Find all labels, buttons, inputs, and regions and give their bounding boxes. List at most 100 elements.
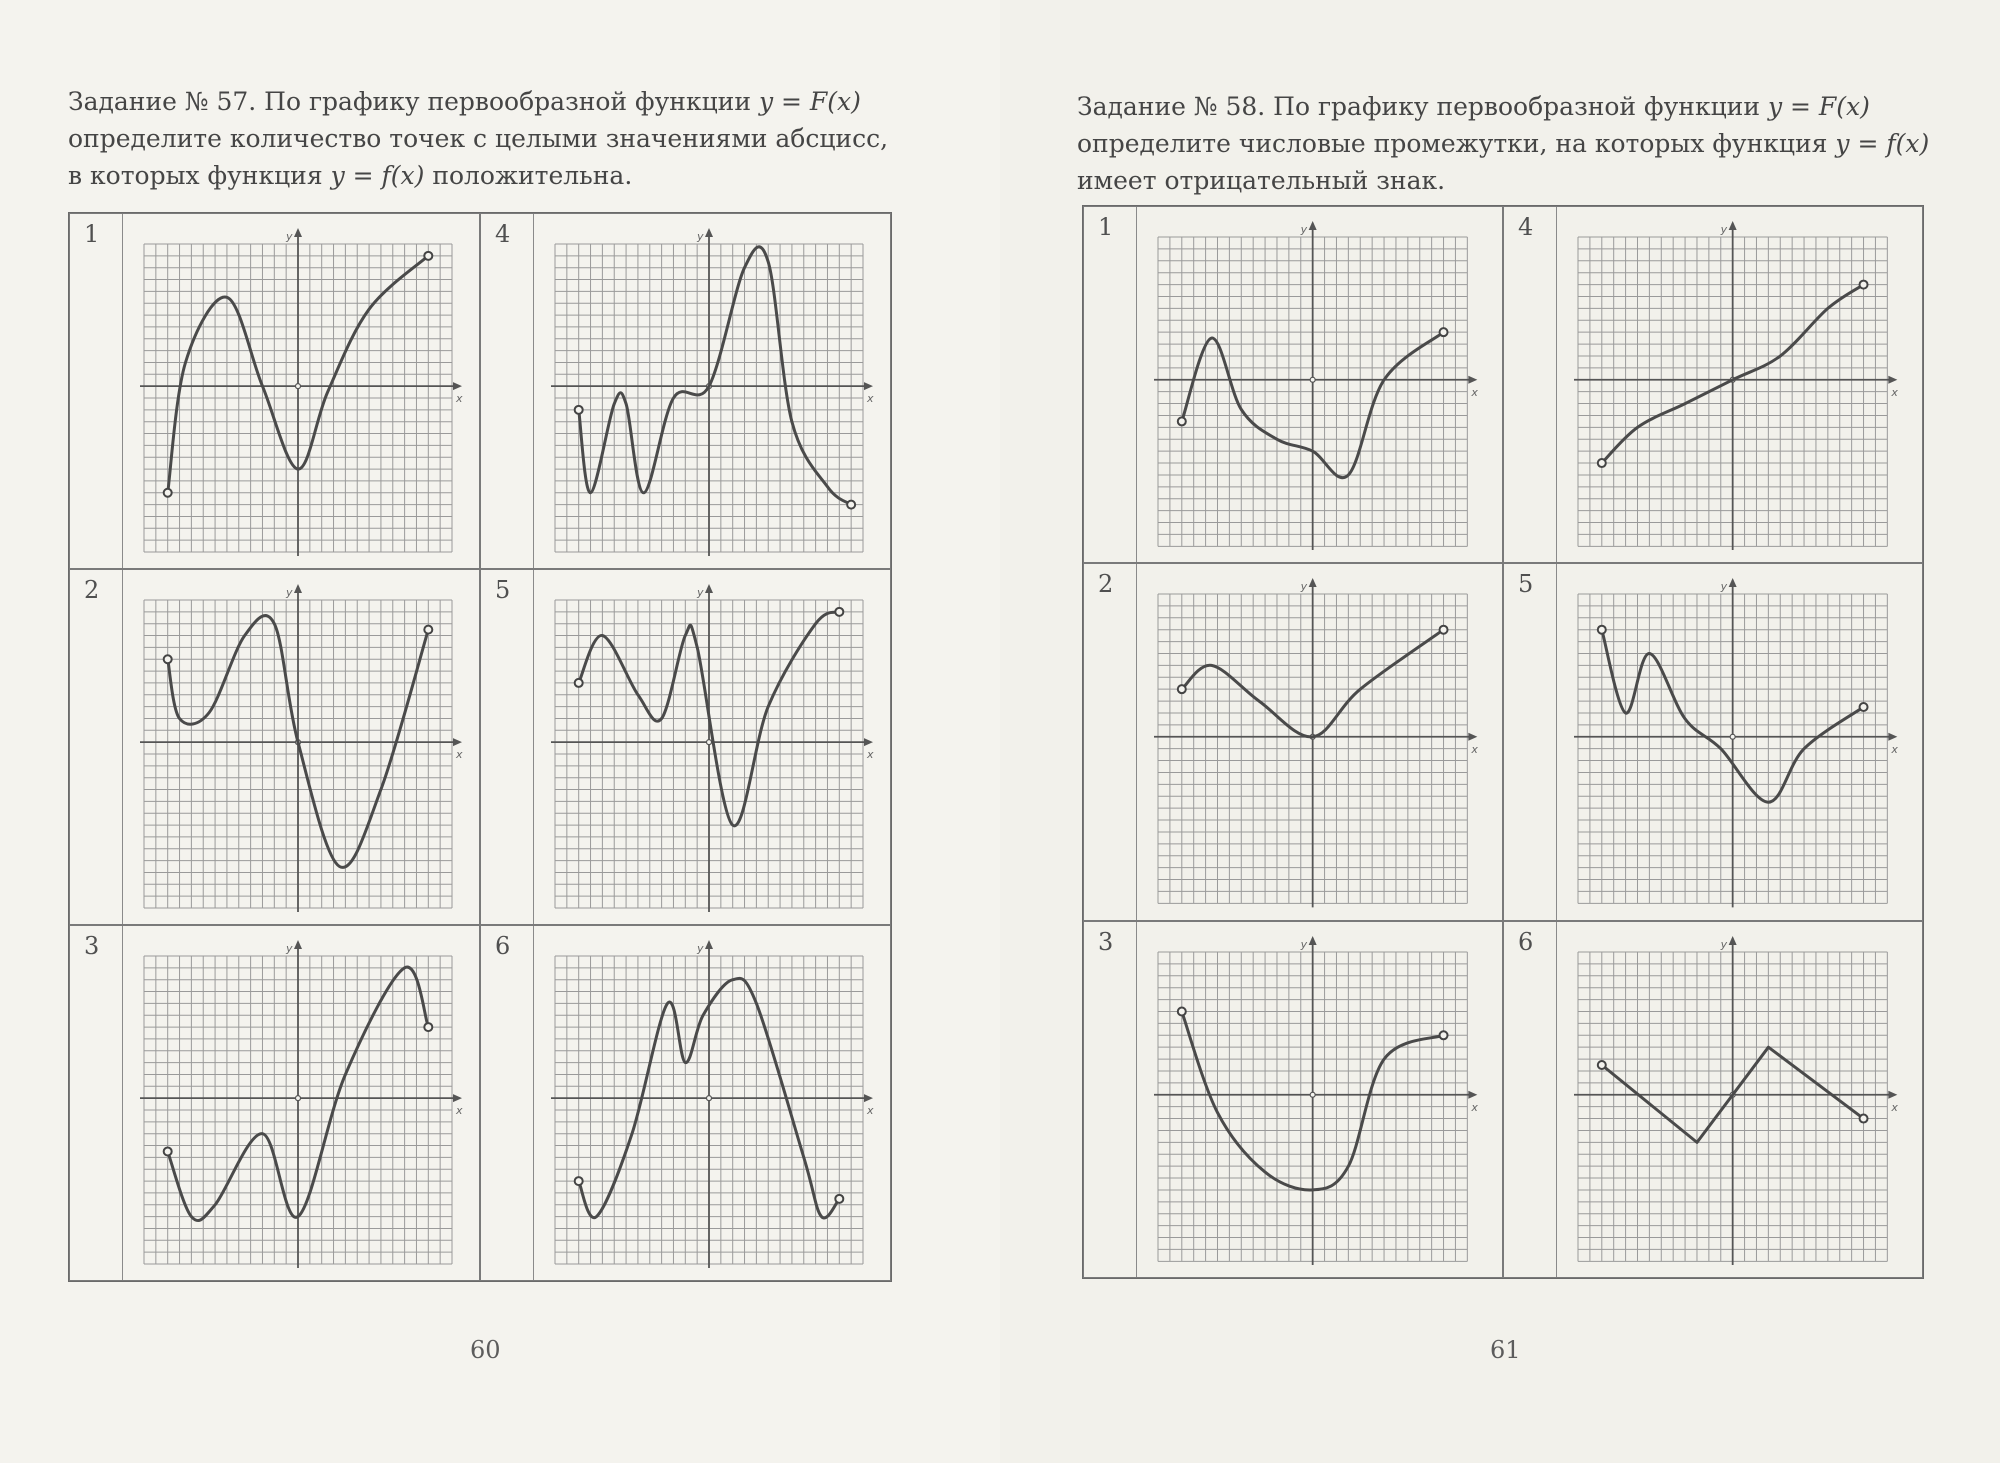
curve-start-point (1596, 458, 1607, 469)
x-axis-label: x (866, 1104, 874, 1117)
function-curve (166, 614, 430, 869)
x-axis-arrow (1888, 1090, 1898, 1099)
y-axis-arrow (1308, 935, 1317, 945)
function-curve (166, 965, 430, 1222)
cell-divider (533, 214, 534, 568)
function-curve (1600, 1045, 1865, 1144)
curve-end-point (1438, 625, 1449, 636)
y-axis-arrow (1728, 578, 1737, 588)
task-58-line2: определите числовые промежутки, на котор… (1077, 129, 1836, 158)
x-axis-label: x (1890, 386, 1898, 399)
curve-end-point (846, 499, 857, 510)
cell-divider (1556, 564, 1557, 920)
task-57-formula-F: y = F(x) (758, 87, 861, 116)
graph-number: 1 (84, 220, 100, 248)
y-axis-label: y (285, 586, 293, 599)
function-curve (1600, 629, 1865, 805)
task-58-formula-f: y = f(x) (1835, 129, 1930, 158)
y-axis-arrow (1728, 220, 1737, 230)
graph-number: 5 (495, 576, 511, 604)
x-axis-label: x (866, 392, 874, 405)
graph-number: 2 (84, 576, 100, 604)
function-curve (1600, 283, 1865, 465)
y-axis-label: y (696, 230, 704, 243)
y-axis-label: y (1720, 223, 1728, 236)
x-axis-arrow (864, 382, 873, 391)
graph-number: 6 (495, 932, 511, 960)
grid-lines (143, 243, 453, 553)
curve-end-point (423, 250, 434, 261)
curve-end-point (1858, 1113, 1869, 1124)
task-58-line1: Задание № 58. По графику первообразной ф… (1077, 92, 1768, 121)
y-axis-label: y (696, 586, 704, 599)
curve-start-point (1596, 1059, 1607, 1070)
y-axis-arrow (705, 940, 713, 949)
task-57-line3a: в которых функция (68, 161, 331, 190)
cell-divider (122, 214, 123, 568)
graph-number: 1 (1098, 213, 1114, 241)
cell-divider (533, 570, 534, 924)
curve-end-point (1858, 702, 1869, 713)
curve-start-point (162, 1146, 173, 1157)
graph-left-6: xy (551, 940, 874, 1268)
page-number-right: 61 (1490, 1336, 1521, 1364)
curve-end-point (834, 1193, 845, 1204)
left-page: Задание № 57. По графику первообразной ф… (68, 87, 892, 1364)
graph-cell-2: 2 x y (69, 569, 480, 925)
graph-number: 3 (84, 932, 100, 960)
cell-divider (122, 570, 123, 924)
curve-start-point (573, 1176, 584, 1187)
curve-end-point (1438, 327, 1449, 338)
graph-cell-1: 1 x y (69, 213, 480, 569)
x-axis-arrow (864, 1094, 873, 1103)
graph-right-5: xy (1574, 578, 1898, 908)
cell-divider (122, 926, 123, 1280)
x-axis-arrow (453, 382, 462, 391)
y-axis-label: y (696, 942, 704, 955)
curve-end-point (1438, 1029, 1449, 1040)
origin-point (1309, 376, 1316, 383)
function-curve (1180, 628, 1445, 739)
graph-number: 3 (1098, 927, 1114, 956)
y-axis-label: y (1300, 223, 1308, 236)
y-axis-label: y (285, 942, 293, 955)
x-axis-label: x (866, 748, 874, 761)
x-axis-arrow (453, 738, 462, 747)
y-axis-label: y (285, 230, 293, 243)
graph-right-4: xy (1574, 220, 1898, 551)
function-curve (577, 610, 840, 828)
graph-number: 2 (1098, 570, 1114, 599)
task-57-formula-f: y = f(x) (330, 161, 425, 190)
x-axis-arrow (1468, 375, 1478, 384)
y-axis-arrow (1308, 578, 1317, 588)
task-57-line3b: положительна. (424, 161, 633, 190)
y-axis-label: y (1300, 938, 1308, 951)
x-axis-label: x (455, 748, 463, 761)
origin-point (294, 1095, 302, 1102)
y-axis-label: y (1720, 580, 1728, 593)
function-curve (577, 976, 841, 1220)
x-axis-arrow (864, 738, 873, 747)
curve-end-point (423, 624, 434, 635)
x-axis-label: x (1470, 743, 1478, 756)
graph-number: 6 (1518, 927, 1534, 956)
task-58-line3: имеет отрицательный знак. (1077, 166, 1446, 195)
graph-cell-2: 2 x y (1083, 563, 1503, 921)
origin-point (1729, 733, 1736, 741)
y-axis-arrow (294, 228, 302, 237)
x-axis-arrow (453, 1094, 462, 1103)
curve-end-point (1858, 279, 1869, 290)
x-axis-arrow (1888, 375, 1898, 384)
graph-number: 5 (1518, 570, 1534, 599)
x-axis-label: x (455, 392, 463, 405)
y-axis-arrow (294, 584, 302, 593)
y-axis-arrow (705, 228, 713, 237)
y-axis-label: y (1300, 580, 1308, 593)
